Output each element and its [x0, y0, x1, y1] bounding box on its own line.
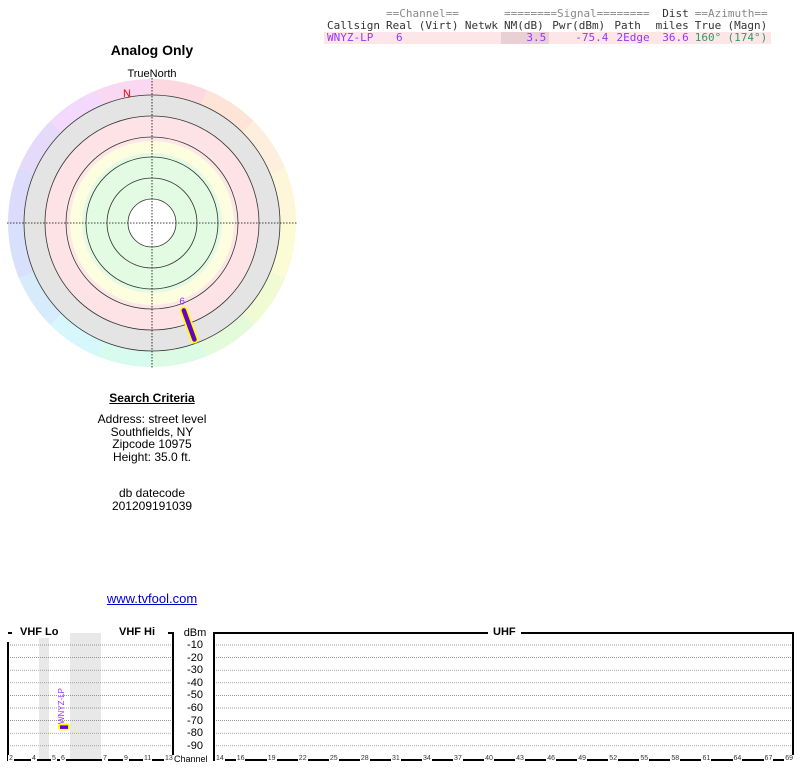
channel-tick: 40 [484, 755, 494, 762]
channel-tick: 37 [453, 755, 463, 762]
channel-tick: 25 [328, 755, 339, 762]
channel-tick: 7 [102, 755, 108, 762]
dbm-tick: -80 [187, 727, 203, 740]
channel-tick: 2 [8, 755, 14, 762]
uhf-frame [213, 632, 794, 761]
channel-tick: 34 [422, 755, 432, 762]
channel-tick: 4 [31, 755, 37, 762]
col-magn: (Magn) [727, 19, 768, 32]
dbm-tick: -10 [187, 639, 203, 651]
col-virt: (Virt) [418, 19, 459, 32]
polar-plot: N6 [7, 78, 297, 368]
vhf-gap-band [70, 633, 101, 760]
true-north-label: TrueNorth [127, 68, 177, 80]
north-marker: N [123, 88, 131, 100]
spectrum-chart [7, 632, 794, 761]
azimuth-group-header: ==Azimuth== [694, 7, 768, 20]
table-row[interactable]: WNYZ-LP 6 3.5 -75.4 2Edge 36.6 160° (174… [324, 32, 771, 44]
polar-title: Analog Only [110, 42, 194, 58]
channel-axis-label: Channel [174, 754, 208, 764]
dist-header-top: Dist [662, 7, 689, 20]
address: Address: street level [97, 412, 207, 426]
uhf-label: UHF [488, 626, 521, 638]
distance: 36.6 [652, 32, 692, 44]
power: -75.4 [549, 32, 612, 44]
dbm-tick: -90 [187, 739, 203, 752]
signal-group-header: ========Signal======== [503, 7, 650, 20]
channel-tick: 46 [546, 755, 556, 762]
channel-tick: 13 [164, 755, 174, 762]
channel-tick: 14 [215, 755, 225, 762]
db-code: 201209191039 [111, 498, 193, 513]
channel-group-header: ==Channel== [385, 7, 459, 20]
channel-tick: 69 [784, 755, 795, 762]
channel-tick: 31 [390, 755, 401, 762]
station-channel-label: 6 [179, 297, 185, 308]
dbm-tick: -70 [187, 714, 203, 727]
col-netwk: Netwk [464, 19, 498, 32]
col-nm: NM(dB) [503, 19, 544, 32]
azimuth-true: 160° [691, 32, 725, 44]
zipcode: Zipcode 10975 [112, 437, 192, 451]
dbm-tick: -40 [187, 676, 203, 689]
channel-tick: 49 [577, 755, 588, 762]
callsign[interactable]: WNYZ-LP [324, 32, 383, 44]
channel-tick: 9 [123, 755, 129, 762]
azimuth-magn: (174°) [724, 32, 771, 44]
network [461, 32, 501, 44]
dbm-tick: -60 [187, 702, 203, 714]
col-pwr: Pwr(dBm) [552, 19, 606, 32]
tvfool-link[interactable]: www.tvfool.com [106, 591, 198, 606]
channel-tick: 19 [266, 755, 277, 762]
channel-tick: 28 [359, 755, 370, 762]
channel-tick: 22 [297, 755, 308, 762]
real-channel: 6 [382, 32, 416, 44]
height: Height: 35.0 ft. [112, 449, 192, 464]
channel-tick: 5 [51, 755, 57, 762]
col-true: True [694, 19, 722, 32]
station-label-spectrum: WNYZ-LP [57, 688, 66, 724]
vhf-gap-band [39, 633, 49, 760]
station-table: ==Channel== ========Signal======== Dist ==A… [324, 8, 771, 44]
channel-tick: 43 [515, 755, 525, 762]
dbm-tick: -30 [187, 664, 203, 677]
col-callsign: Callsign [327, 19, 380, 32]
virt-channel [415, 32, 462, 44]
db-label: db datecode [118, 486, 186, 500]
channel-tick: 6 [60, 755, 66, 762]
channel-tick: 64 [732, 755, 743, 762]
dbm-tick: -50 [187, 689, 203, 702]
station-bar [181, 308, 197, 342]
channel-tick: 16 [235, 755, 246, 762]
search-criteria-title: Search Criteria [109, 391, 195, 405]
noise-margin: 3.5 [500, 32, 550, 44]
city: Southfields, NY [110, 424, 194, 439]
col-real: Real [385, 19, 413, 32]
dbm-tick: -20 [187, 651, 203, 664]
station-marker [60, 725, 68, 729]
channel-tick: 55 [639, 755, 650, 762]
search-criteria: Address: street level Southfields, NY Zi… [52, 413, 252, 512]
dbm-unit: dBm [183, 627, 207, 639]
channel-tick: 52 [608, 755, 619, 762]
path: 2Edge [611, 32, 653, 44]
channel-tick: 58 [670, 755, 681, 762]
channel-tick: 61 [701, 755, 712, 762]
vhf-lo-label: VHF Lo [16, 626, 63, 638]
vhf-hi-label: VHF Hi [115, 626, 160, 638]
col-dist: miles [655, 19, 689, 32]
channel-tick: 67 [763, 755, 774, 762]
col-path: Path [614, 19, 641, 32]
channel-tick: 11 [143, 755, 153, 762]
